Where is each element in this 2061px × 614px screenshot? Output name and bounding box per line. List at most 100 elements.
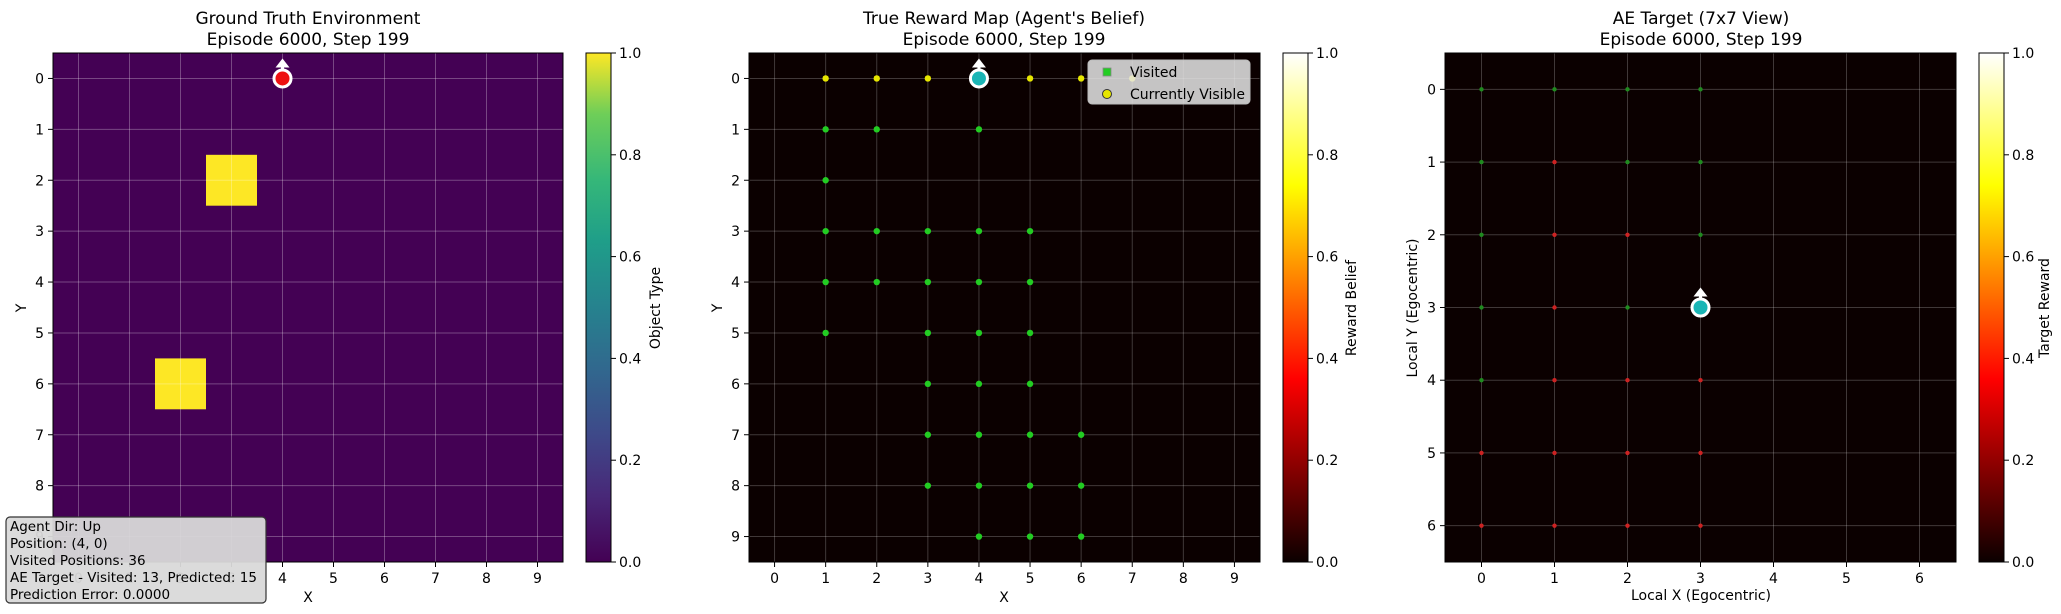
panel2-series0-point bbox=[975, 431, 983, 438]
panel1-colorbar-tick-label: 0.4 bbox=[619, 351, 641, 367]
panel3-series1-point bbox=[1552, 450, 1557, 456]
panel2-series0-point bbox=[822, 329, 829, 337]
panel3-series0-point bbox=[1479, 378, 1484, 383]
panel3-series0-point bbox=[1479, 87, 1484, 92]
panel1-colorbar-tick-label: 1.0 bbox=[619, 46, 641, 62]
panel2-ytick-label: 4 bbox=[731, 275, 740, 291]
panel2-series0-point bbox=[975, 482, 983, 489]
panel2-series1-point bbox=[1026, 75, 1034, 82]
panel1-colorbar-tick-label: 0.2 bbox=[619, 453, 641, 469]
panel3-series1-point bbox=[1625, 378, 1630, 383]
panel2-series0-point bbox=[873, 126, 880, 133]
panel3-series1-point bbox=[1552, 378, 1557, 383]
panel3-ytick-label: 0 bbox=[1427, 82, 1436, 98]
panel1-colorbar-gradient bbox=[585, 52, 612, 563]
panel3-colorbar-tick-label: 0.6 bbox=[2012, 250, 2034, 266]
panel1-ytick-label: 0 bbox=[35, 71, 44, 87]
panel1-ytick-label: 4 bbox=[35, 275, 44, 291]
info-line-0: Agent Dir: Up bbox=[10, 519, 101, 535]
info-line-1: Position: (4, 0) bbox=[10, 536, 108, 552]
panel3-series0-point bbox=[1625, 87, 1630, 92]
panel3-series0-point bbox=[1698, 232, 1703, 237]
panel2-ytick-label: 9 bbox=[731, 530, 740, 546]
panel3-xtick-label: 5 bbox=[1842, 571, 1851, 587]
panel3-colorbar-tick-label: 0.4 bbox=[2012, 351, 2034, 367]
panel3-series0-point bbox=[1625, 305, 1630, 310]
panel3-series0-point bbox=[1625, 159, 1630, 165]
panel1-xtick-label: 5 bbox=[329, 571, 338, 587]
panel1-ytick-label: 1 bbox=[35, 122, 44, 138]
panel2-colorbar-gradient bbox=[1282, 52, 1309, 563]
panel3-ytick-label: 4 bbox=[1427, 373, 1436, 389]
panel2-series0-point bbox=[1026, 380, 1034, 388]
panel2-ytick-label: 3 bbox=[731, 224, 740, 240]
panel2-ytick-label: 0 bbox=[731, 71, 740, 87]
panel1-info-box: Agent Dir: Up Position: (4, 0) Visited P… bbox=[5, 516, 267, 604]
panel3-xtick-label: 2 bbox=[1623, 571, 1632, 587]
panel2-xtick-label: 5 bbox=[1026, 571, 1035, 587]
panel2-series0-point bbox=[873, 278, 880, 286]
panel3-series0-point bbox=[1479, 232, 1484, 237]
panel2-series1-point bbox=[924, 75, 932, 82]
panel3-colorbar-tick-label: 0.0 bbox=[2012, 555, 2034, 571]
panel2-series0-point bbox=[975, 278, 983, 286]
panel2-ytick-label: 5 bbox=[731, 326, 740, 342]
panel1-background bbox=[53, 53, 563, 562]
panel3-series1-point bbox=[1552, 523, 1557, 528]
panel2-series0-point bbox=[975, 533, 983, 540]
panel2-colorbar: 0.0 0.2 0.4 0.6 0.8 1.0 bbox=[1282, 46, 1338, 571]
panel3-colorbar: 0.0 0.2 0.4 0.6 0.8 1.0 bbox=[1978, 46, 2034, 571]
panel3-series0-point bbox=[1698, 159, 1703, 165]
panel2-ytick-label: 1 bbox=[731, 122, 740, 138]
panel3-series0-point bbox=[1479, 159, 1484, 165]
panel3-series1-point bbox=[1698, 450, 1703, 456]
panel2-series0-point bbox=[1026, 329, 1034, 337]
panel1-xtick-label: 9 bbox=[533, 571, 542, 587]
panel2-subtitle: Episode 6000, Step 199 bbox=[903, 30, 1106, 50]
panel1-ytick-label: 6 bbox=[35, 377, 44, 393]
panel1-agent-marker bbox=[272, 68, 293, 89]
panel3-ytick-label: 3 bbox=[1427, 301, 1436, 317]
panel2-series1-point bbox=[822, 75, 829, 82]
panel2-colorbar-tick-label: 0.4 bbox=[1316, 351, 1338, 367]
legend-visited-marker bbox=[1102, 67, 1112, 77]
info-line-3: AE Target - Visited: 13, Predicted: 15 bbox=[10, 570, 257, 586]
panel2-frame bbox=[748, 52, 1261, 563]
panel3-series0-point bbox=[1552, 87, 1557, 92]
panel3-ylabel: Local Y (Egocentric) bbox=[1405, 239, 1421, 378]
panel1-frame bbox=[52, 52, 564, 563]
panel2-series1-point bbox=[1077, 75, 1085, 82]
panel2-plot-area: 0 1 2 3 4 5 6 7 8 9 0 1 2 3 4 5 6 7 8 9 bbox=[731, 52, 1261, 587]
panel1-object-cell bbox=[206, 154, 257, 206]
panel3-series1-point bbox=[1625, 232, 1630, 237]
panel3-series1-point bbox=[1625, 450, 1630, 456]
panel2-series0-point bbox=[1026, 533, 1034, 540]
panel1-agent-arrow bbox=[275, 58, 290, 68]
panel3-ytick-label: 1 bbox=[1427, 155, 1436, 171]
panel3-agent-marker bbox=[1690, 297, 1711, 318]
panel3-colorbar-tick-label: 0.8 bbox=[2012, 148, 2034, 164]
panel2-series0-point bbox=[822, 177, 829, 184]
panel3-colorbar-label: Target Reward bbox=[2037, 258, 2053, 359]
panel2-xtick-label: 7 bbox=[1128, 571, 1137, 587]
panel2-legend: Visited Currently Visible bbox=[1087, 59, 1251, 105]
panel2-series0-point bbox=[975, 126, 983, 133]
panel3-colorbar-gradient bbox=[1978, 52, 2005, 563]
panel2-colorbar-tick-label: 0.6 bbox=[1316, 250, 1338, 266]
panel-ground-truth: Ground Truth Environment Episode 6000, S… bbox=[5, 9, 664, 606]
panel3-agent-arrow bbox=[1693, 287, 1708, 297]
panel2-series0-point bbox=[1077, 533, 1085, 540]
panel3-colorbar-tick-label: 0.2 bbox=[2012, 453, 2034, 469]
panel3-xtick-label: 6 bbox=[1915, 571, 1924, 587]
panel2-series0-point bbox=[1026, 278, 1034, 286]
panel2-agent-marker bbox=[968, 68, 989, 89]
panel3-series1-point bbox=[1698, 523, 1703, 528]
panel3-series1-point bbox=[1698, 378, 1703, 383]
panel1-colorbar-label: Object Type bbox=[648, 267, 664, 349]
panel1-ytick-label: 8 bbox=[35, 479, 44, 495]
panel2-series0-point bbox=[975, 329, 983, 337]
panel2-series0-point bbox=[924, 227, 932, 235]
panel1-ytick-label: 2 bbox=[35, 173, 44, 189]
panel2-series0-point bbox=[924, 329, 932, 337]
